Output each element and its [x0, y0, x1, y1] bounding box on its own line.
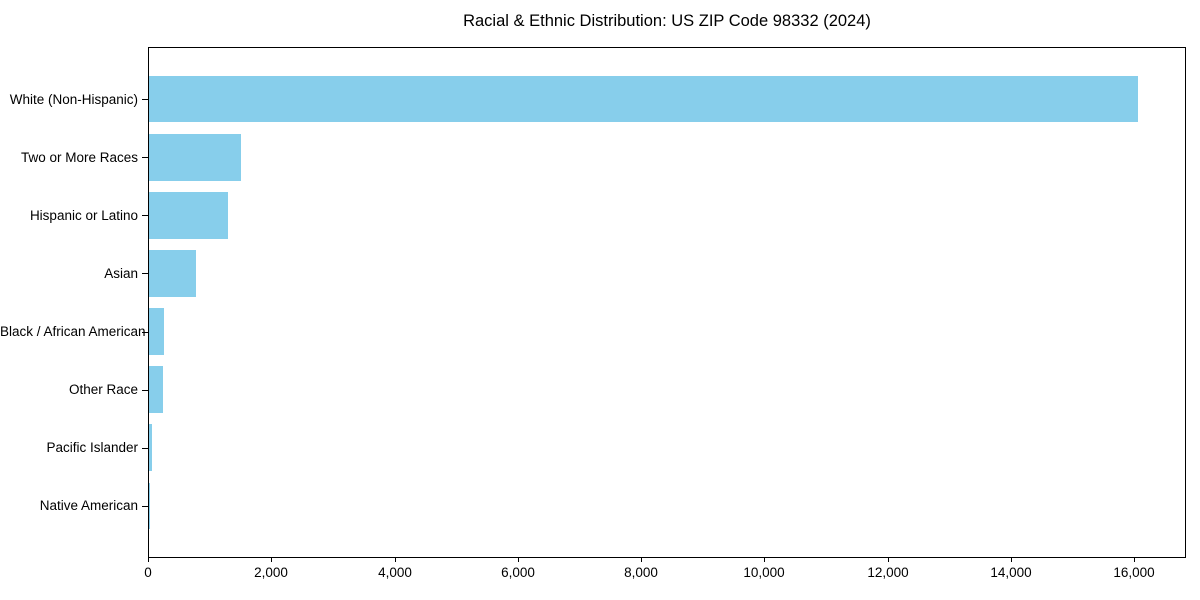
x-axis-tick — [764, 557, 765, 562]
plot-area — [148, 47, 1186, 558]
y-axis-label: Black / African American — [0, 324, 146, 339]
x-axis-tick-label: 8,000 — [624, 565, 658, 580]
bar — [149, 366, 164, 413]
y-axis-label: Pacific Islander — [46, 440, 138, 455]
y-axis-label: White (Non-Hispanic) — [9, 92, 138, 107]
bar — [149, 308, 165, 355]
x-axis-tick-label: 0 — [144, 565, 152, 580]
x-axis-tick — [271, 557, 272, 562]
x-axis-tick — [1134, 557, 1135, 562]
y-axis-tick — [142, 157, 148, 158]
x-axis-tick-label: 6,000 — [501, 565, 535, 580]
bar — [149, 134, 241, 181]
x-axis-tick — [888, 557, 889, 562]
x-axis-tick — [395, 557, 396, 562]
x-axis-tick-label: 4,000 — [378, 565, 412, 580]
bar — [149, 192, 229, 239]
y-axis-tick — [142, 506, 148, 507]
y-axis-tick — [142, 448, 148, 449]
x-axis-tick — [1011, 557, 1012, 562]
bar — [149, 482, 150, 529]
y-axis-label: Two or More Races — [20, 150, 138, 165]
y-axis-tick — [142, 390, 148, 391]
y-axis-tick — [142, 215, 148, 216]
bar — [149, 424, 153, 471]
y-axis-label: Native American — [39, 498, 138, 513]
x-axis-tick — [148, 557, 149, 562]
x-axis-tick-label: 12,000 — [867, 565, 909, 580]
y-axis-label: Other Race — [68, 382, 138, 397]
x-axis-tick — [518, 557, 519, 562]
x-axis-tick-label: 10,000 — [743, 565, 785, 580]
y-axis-tick — [142, 332, 148, 333]
bar — [149, 76, 1138, 123]
x-axis-tick-label: 14,000 — [990, 565, 1032, 580]
y-axis-label: Hispanic or Latino — [29, 208, 138, 223]
y-axis-tick — [142, 99, 148, 100]
chart-title: Racial & Ethnic Distribution: US ZIP Cod… — [463, 12, 871, 30]
y-axis-tick — [142, 273, 148, 274]
x-axis-tick-label: 16,000 — [1113, 565, 1155, 580]
y-axis-label: Asian — [104, 266, 138, 281]
x-axis-tick-label: 2,000 — [254, 565, 288, 580]
bar — [149, 250, 196, 297]
x-axis-tick — [641, 557, 642, 562]
